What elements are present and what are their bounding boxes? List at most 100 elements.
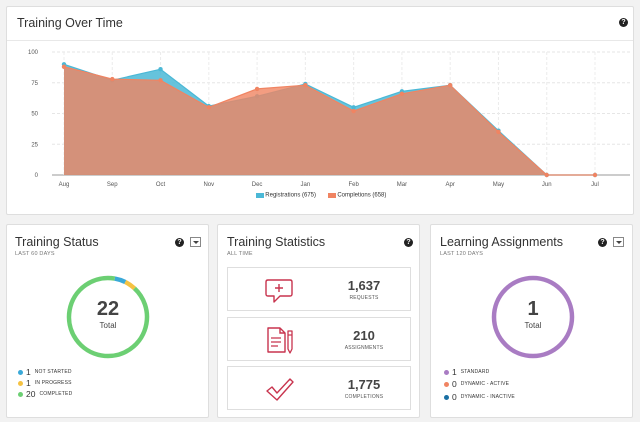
total-label: Total [99, 321, 117, 330]
data-point [544, 172, 549, 178]
stat-label: REQUESTS [349, 295, 379, 301]
data-point [110, 76, 115, 82]
x-tick-label: Mar [397, 182, 407, 188]
x-tick-label: Feb [348, 182, 359, 188]
assignment-count: 0 [452, 379, 457, 389]
document-pencil-icon [267, 327, 293, 354]
assignment-dot [444, 381, 449, 387]
training-status-panel: Training Status LAST 60 DAYS ? 22 Total … [6, 224, 209, 418]
panel-title: Training Statistics [227, 235, 326, 249]
stat-assignments[interactable]: 210 ASSIGNMENTS [227, 317, 411, 361]
series-area-1 [64, 66, 595, 175]
data-point [592, 172, 598, 178]
series-line-0 [63, 63, 595, 176]
legend-label: Registrations (675) [265, 192, 316, 198]
assignment-label: DYNAMIC - INACTIVE [460, 394, 515, 400]
y-tick-label: 0 [35, 173, 39, 179]
question-circle-icon[interactable]: ? [404, 238, 413, 247]
x-tick-label: Jan [301, 182, 311, 188]
data-point [158, 67, 163, 72]
panel-subtitle: LAST 60 DAYS [15, 251, 55, 257]
stat-label: ASSIGNMENTS [344, 345, 384, 351]
learning-assignments-panel: Learning Assignments LAST 120 DAYS ? 1 T… [430, 224, 633, 418]
status-dot [18, 380, 23, 386]
status-count: 1 [26, 367, 31, 377]
question-circle-icon[interactable]: ? [598, 238, 607, 247]
donut-segment [66, 275, 150, 359]
x-tick-label: Jun [542, 182, 552, 188]
panel-title: Learning Assignments [440, 235, 563, 249]
legend-item-completions[interactable]: Completions (658) [327, 192, 387, 199]
status-dot [18, 369, 23, 375]
status-item-completed: 20 COMPLETED [18, 389, 72, 399]
chart-divider [7, 40, 633, 41]
options-dropdown-button[interactable] [613, 237, 624, 247]
total-value: 22 [96, 298, 120, 320]
chart-legend: Registrations (675) Completions (658) [7, 192, 635, 199]
y-tick-label: 25 [31, 142, 38, 148]
legend-label: Completions (658) [337, 192, 387, 198]
series-line-1 [63, 66, 595, 176]
data-point [254, 86, 260, 92]
data-point [158, 78, 163, 83]
data-point [303, 83, 308, 88]
status-donut-chart [66, 275, 150, 359]
stat-requests[interactable]: 1,637 REQUESTS [227, 267, 411, 311]
assignment-count: 1 [452, 367, 457, 377]
x-tick-label: Nov [203, 182, 214, 188]
panel-subtitle: ALL TIME [227, 251, 253, 257]
data-point [399, 91, 405, 97]
assignment-label: DYNAMIC - ACTIVE [460, 381, 510, 387]
x-tick-label: Jul [591, 182, 599, 188]
options-dropdown-button[interactable] [190, 237, 201, 247]
stat-value: 210 [353, 328, 375, 343]
x-tick-label: Dec [252, 182, 263, 188]
training-over-time-panel: Training Over Time ? 0 25 50 75 100 Aug Sep Oct… [6, 6, 634, 215]
legend-item-registrations[interactable]: Registrations (675) [255, 192, 318, 199]
status-label: IN PROGRESS [34, 380, 72, 386]
assignments-donut-chart [491, 275, 575, 359]
y-tick-label: 50 [31, 112, 38, 118]
stat-completions[interactable]: 1,775 COMPLETIONS [227, 366, 411, 410]
training-chart: 0 25 50 75 100 Aug Sep Oct Nov Dec Jan Feb Mar Apr May… [28, 50, 630, 188]
y-tick-label: 100 [28, 50, 39, 56]
assignment-dot [444, 369, 449, 375]
panel-title: Training Status [15, 235, 99, 249]
status-label: COMPLETED [39, 391, 73, 397]
data-point [61, 64, 67, 69]
chat-plus-icon [265, 279, 293, 303]
x-tick-label: Aug [59, 182, 70, 188]
donut-ring [491, 275, 575, 359]
assignment-item-dynamic-inactive: 0 DYNAMIC - INACTIVE [444, 392, 515, 402]
assignment-label: STANDARD [460, 369, 490, 375]
status-count: 1 [26, 378, 31, 388]
data-point [351, 108, 356, 114]
status-dot [18, 391, 23, 397]
status-item-not-started: 1 NOT STARTED [18, 367, 72, 377]
data-point [206, 105, 212, 110]
assignment-dot [444, 394, 449, 400]
question-circle-icon[interactable]: ? [175, 238, 184, 247]
legend-swatch [255, 192, 264, 198]
panel-subtitle: LAST 120 DAYS [440, 251, 484, 257]
legend-swatch [327, 192, 336, 198]
data-point [496, 129, 501, 135]
status-count: 20 [26, 389, 36, 399]
checkmark-icon [266, 378, 294, 401]
total-label: Total [524, 321, 542, 330]
panel-title: Training Over Time [17, 16, 123, 30]
stat-label: COMPLETIONS [344, 394, 384, 400]
x-tick-label: Sep [107, 182, 118, 188]
total-value: 1 [527, 298, 539, 320]
status-label: NOT STARTED [34, 369, 72, 375]
question-circle-icon[interactable]: ? [619, 18, 628, 27]
y-tick-label: 75 [31, 81, 38, 87]
data-point [351, 105, 356, 110]
training-statistics-panel: Training Statistics ALL TIME ? 1,637 REQ… [217, 224, 420, 418]
stat-value: 1,775 [347, 377, 381, 392]
status-item-in-progress: 1 IN PROGRESS [18, 378, 72, 388]
x-tick-label: Apr [446, 182, 455, 188]
x-tick-label: May [493, 182, 504, 188]
stat-value: 1,637 [347, 278, 381, 293]
assignment-item-standard: 1 STANDARD [444, 367, 489, 377]
